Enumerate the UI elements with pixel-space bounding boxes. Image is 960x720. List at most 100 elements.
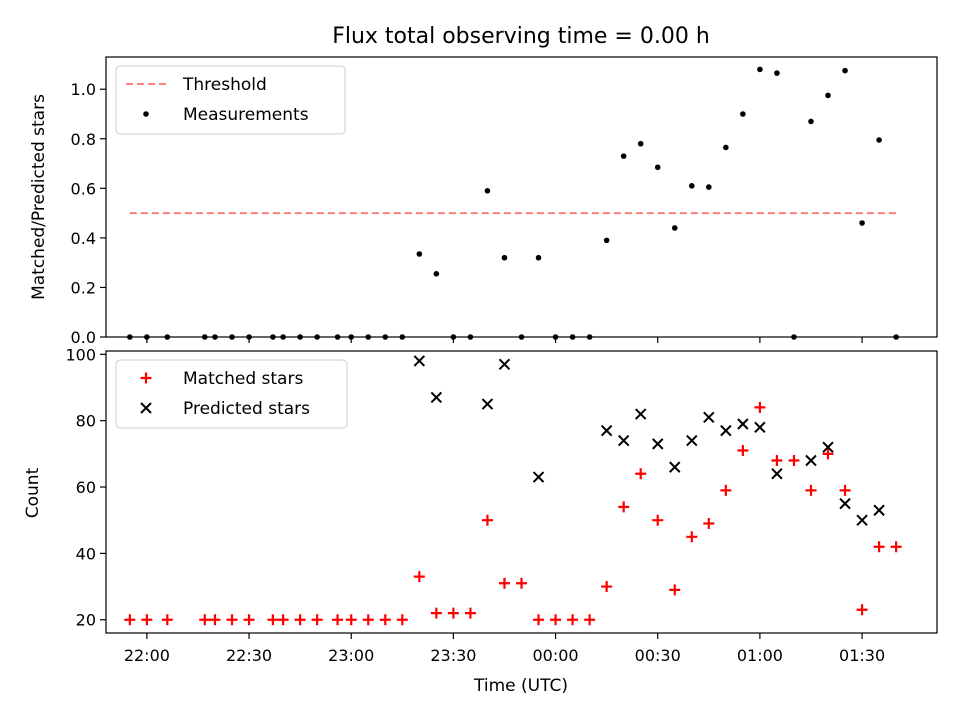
x-tick-label: 22:30 (226, 646, 272, 665)
bottom-legend-box (115, 359, 348, 429)
measurement-point (740, 111, 746, 117)
matched-stars-point (396, 614, 408, 626)
matched-stars-point (737, 445, 749, 457)
predicted-stars-point (720, 424, 732, 437)
matched-stars-point (345, 614, 357, 626)
matched-stars-point (226, 614, 238, 626)
bottom-axes-frame (105, 350, 938, 634)
top-y-axis-label: Matched/Predicted stars (29, 94, 49, 300)
matched-stars-point (567, 614, 579, 626)
legend-entry-threshold: Threshold (182, 75, 267, 95)
matched-stars-point (601, 581, 613, 593)
measurement-point (654, 164, 661, 171)
measurement-point (859, 220, 865, 226)
matched-stars-point (362, 614, 374, 626)
legend-dot-marker (143, 111, 149, 117)
matched-stars-point (890, 541, 902, 553)
matched-stars-point (805, 484, 817, 496)
matched-stars-point (141, 614, 153, 626)
x-tick-label: 01:30 (839, 646, 885, 665)
predicted-stars-point (805, 454, 817, 467)
predicted-stars-point (822, 441, 834, 453)
matched-stars-point (430, 607, 442, 619)
bottom-y-tick-label: 20 (76, 611, 96, 630)
measurement-point (501, 254, 508, 261)
predicted-stars-point (754, 421, 766, 434)
matched-stars-point (277, 614, 289, 626)
matched-stars-point (754, 401, 766, 413)
measurement-point (484, 188, 491, 194)
measurement-point (637, 140, 644, 147)
matched-stars-point (498, 577, 510, 589)
predicted-stars-point (873, 504, 885, 516)
bottom-y-tick-label: 40 (76, 544, 96, 563)
predicted-stars-point (634, 408, 647, 420)
matched-stars-point (161, 614, 173, 626)
matched-stars-point (720, 484, 732, 496)
matched-stars-point (771, 454, 783, 466)
matched-stars-point (584, 614, 596, 626)
top-legend: Threshold Measurements (115, 65, 346, 135)
matched-stars-point (447, 607, 459, 619)
x-tick-label: 00:00 (533, 646, 579, 665)
top-y-tick-label: 0.2 (71, 278, 96, 297)
matched-stars-point (856, 604, 868, 616)
matched-stars-point (550, 614, 562, 626)
predicted-stars-point (430, 391, 443, 404)
matched-stars-point (839, 484, 851, 496)
measurement-point (688, 183, 695, 189)
x-tick-label: 00:30 (635, 646, 681, 665)
measurement-point (603, 237, 610, 244)
top-legend-box (115, 65, 346, 135)
matched-stars-point (481, 514, 493, 526)
top-y-tick-label: 0.0 (71, 328, 96, 347)
top-panel: 0.0 0.2 0.4 0.6 0.8 1.0 Threshold Measurements (71, 56, 938, 347)
top-y-tick-label: 0.8 (71, 130, 96, 149)
matched-stars-point (788, 454, 800, 466)
matched-stars-point (243, 614, 255, 626)
measurement-point (416, 251, 423, 257)
top-axes-frame (105, 56, 938, 338)
matched-stars-point (379, 614, 391, 626)
measurement-point (774, 70, 780, 76)
measurement-point (808, 118, 814, 125)
predicted-stars-point (669, 461, 681, 473)
matched-stars-point (873, 541, 885, 553)
measurement-point (723, 144, 729, 151)
matched-stars-point (124, 614, 136, 626)
predicted-stars-point (737, 418, 749, 430)
measurement-point (757, 66, 763, 73)
matched-stars-point (703, 518, 715, 530)
top-y-tick-label: 0.6 (71, 179, 96, 198)
bottom-legend: Matched stars Predicted stars (115, 359, 348, 429)
predicted-stars-point (498, 358, 511, 370)
measurement-point (825, 92, 831, 99)
bottom-panel: 22:00 22:30 23:00 23:30 00:00 00:30 01:00 01:30… (65, 345, 938, 665)
predicted-stars-point (532, 471, 545, 483)
predicted-stars-point (839, 497, 851, 510)
predicted-stars-point (413, 355, 426, 367)
matched-stars-point (516, 577, 527, 589)
legend-entry-predicted-stars: Predicted stars (183, 399, 310, 419)
predicted-stars-point (686, 434, 698, 447)
predicted-stars-point (600, 424, 613, 437)
predicted-stars-point (703, 411, 715, 424)
matched-stars-point (199, 614, 211, 626)
bottom-y-tick-label: 60 (76, 478, 96, 497)
x-tick-label: 01:00 (737, 646, 783, 665)
legend-entry-measurements: Measurements (183, 105, 309, 125)
top-y-tick-label: 0.4 (71, 229, 96, 248)
matched-stars-point (652, 514, 664, 526)
matched-stars-point (209, 614, 221, 626)
matched-stars-point (294, 614, 306, 626)
matched-stars-point (332, 614, 344, 626)
matched-stars-point (686, 531, 698, 543)
matched-stars-point (635, 468, 647, 480)
x-tick-label: 23:30 (430, 646, 476, 665)
x-tick-label: 23:00 (328, 646, 374, 665)
legend-entry-matched-stars: Matched stars (183, 369, 303, 389)
measurement-point (671, 225, 678, 231)
predicted-stars-point (856, 514, 868, 526)
predicted-stars-point (481, 398, 494, 410)
